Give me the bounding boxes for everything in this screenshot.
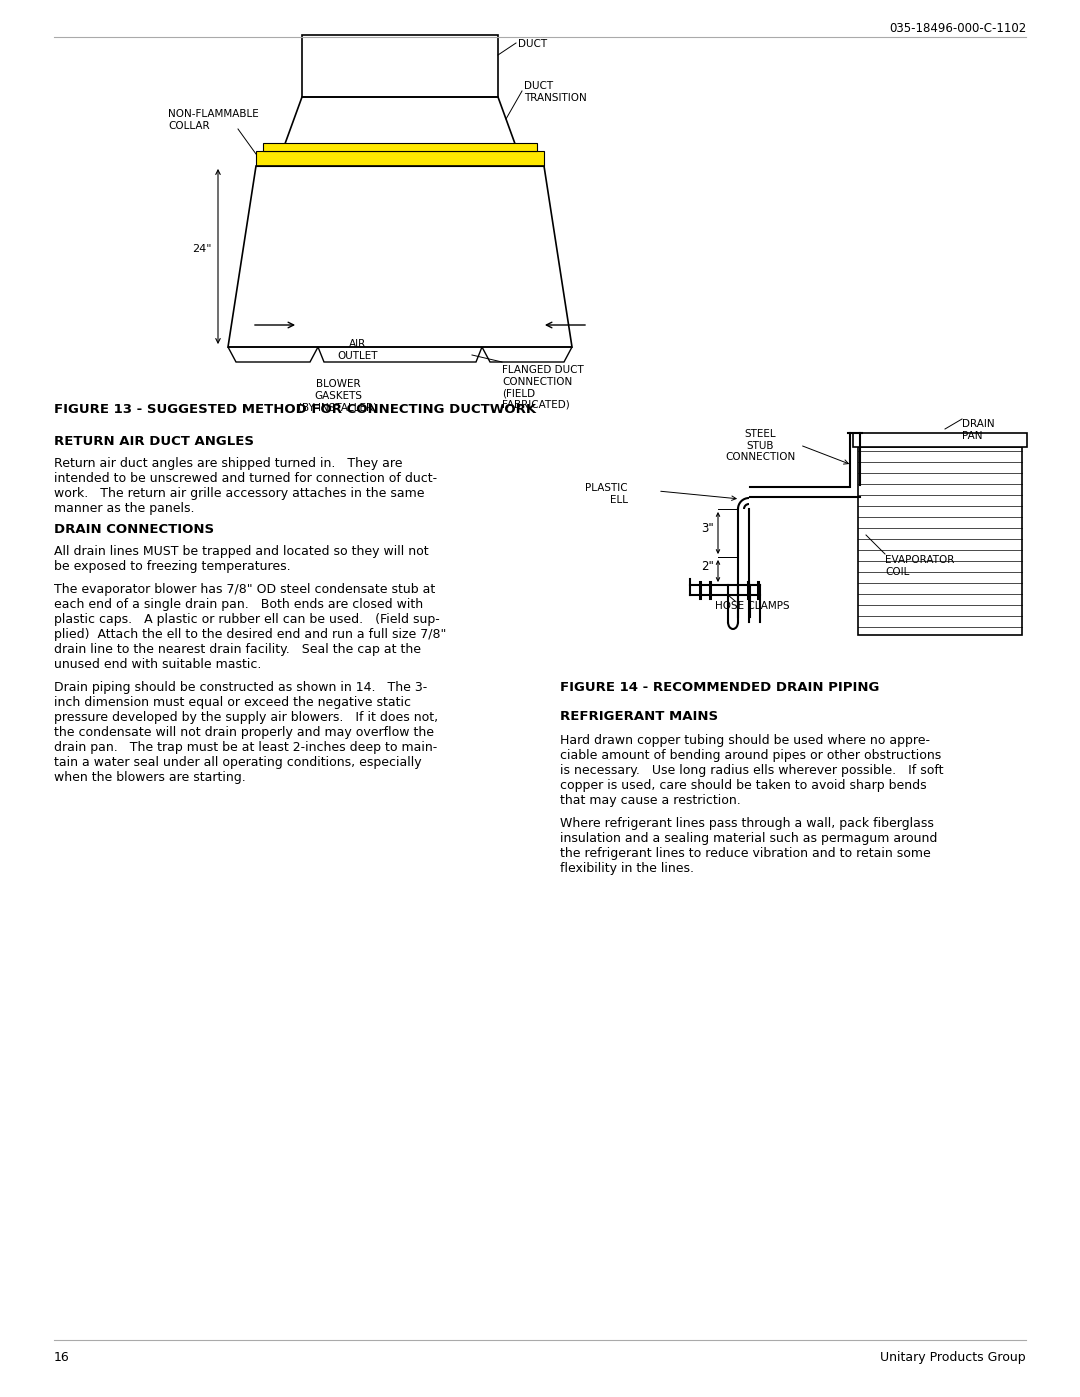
Text: STEEL
STUB
CONNECTION: STEEL STUB CONNECTION <box>725 429 795 462</box>
Text: The evaporator blower has 7/8" OD steel condensate stub at: The evaporator blower has 7/8" OD steel … <box>54 583 435 597</box>
Text: when the blowers are starting.: when the blowers are starting. <box>54 771 246 784</box>
Text: AIR
OUTLET: AIR OUTLET <box>338 339 378 360</box>
Polygon shape <box>264 142 537 151</box>
Text: Hard drawn copper tubing should be used where no appre-: Hard drawn copper tubing should be used … <box>561 733 930 747</box>
Text: plastic caps.   A plastic or rubber ell can be used.   (Field sup-: plastic caps. A plastic or rubber ell ca… <box>54 613 440 626</box>
Text: Unitary Products Group: Unitary Products Group <box>880 1351 1026 1363</box>
Text: FIGURE 14 - RECOMMENDED DRAIN PIPING: FIGURE 14 - RECOMMENDED DRAIN PIPING <box>561 680 879 694</box>
Text: ciable amount of bending around pipes or other obstructions: ciable amount of bending around pipes or… <box>561 749 942 761</box>
Text: be exposed to freezing temperatures.: be exposed to freezing temperatures. <box>54 560 291 573</box>
Text: FLANGED DUCT
CONNECTION
(FIELD
FABRICATED): FLANGED DUCT CONNECTION (FIELD FABRICATE… <box>502 365 584 409</box>
Text: 035-18496-000-C-1102: 035-18496-000-C-1102 <box>889 22 1026 35</box>
Polygon shape <box>256 151 544 166</box>
Text: All drain lines MUST be trapped and located so they will not: All drain lines MUST be trapped and loca… <box>54 545 429 557</box>
Text: pressure developed by the supply air blowers.   If it does not,: pressure developed by the supply air blo… <box>54 711 438 724</box>
Text: 16: 16 <box>54 1351 70 1363</box>
Text: drain pan.   The trap must be at least 2-inches deep to main-: drain pan. The trap must be at least 2-i… <box>54 740 437 754</box>
Text: Return air duct angles are shipped turned in.   They are: Return air duct angles are shipped turne… <box>54 457 403 469</box>
Text: 2": 2" <box>701 560 714 574</box>
Text: flexibility in the lines.: flexibility in the lines. <box>561 862 694 875</box>
Text: FIGURE 13 - SUGGESTED METHOD FOR CONNECTING DUCTWORK: FIGURE 13 - SUGGESTED METHOD FOR CONNECT… <box>54 402 536 416</box>
Text: inch dimension must equal or exceed the negative static: inch dimension must equal or exceed the … <box>54 696 411 710</box>
Text: the condensate will not drain properly and may overflow the: the condensate will not drain properly a… <box>54 726 434 739</box>
Text: Drain piping should be constructed as shown in 14.   The 3-: Drain piping should be constructed as sh… <box>54 680 428 694</box>
Text: work.   The return air grille accessory attaches in the same: work. The return air grille accessory at… <box>54 488 424 500</box>
Text: manner as the panels.: manner as the panels. <box>54 502 194 515</box>
Text: DUCT: DUCT <box>518 39 548 49</box>
Text: insulation and a sealing material such as permagum around: insulation and a sealing material such a… <box>561 833 937 845</box>
Text: copper is used, care should be taken to avoid sharp bends: copper is used, care should be taken to … <box>561 780 927 792</box>
Text: PLASTIC
ELL: PLASTIC ELL <box>585 483 627 504</box>
Text: REFRIGERANT MAINS: REFRIGERANT MAINS <box>561 710 718 724</box>
Text: DUCT
TRANSITION: DUCT TRANSITION <box>524 81 586 102</box>
Text: plied)  Attach the ell to the desired end and run a full size 7/8": plied) Attach the ell to the desired end… <box>54 629 446 641</box>
Text: the refrigerant lines to reduce vibration and to retain some: the refrigerant lines to reduce vibratio… <box>561 847 931 861</box>
Text: RETURN AIR DUCT ANGLES: RETURN AIR DUCT ANGLES <box>54 434 254 448</box>
Text: intended to be unscrewed and turned for connection of duct-: intended to be unscrewed and turned for … <box>54 472 437 485</box>
Text: DRAIN CONNECTIONS: DRAIN CONNECTIONS <box>54 522 214 536</box>
Text: drain line to the nearest drain facility.   Seal the cap at the: drain line to the nearest drain facility… <box>54 643 421 657</box>
Text: HOSE CLAMPS: HOSE CLAMPS <box>715 601 789 610</box>
Bar <box>858 447 1022 636</box>
Text: that may cause a restriction.: that may cause a restriction. <box>561 793 741 807</box>
Text: NON-FLAMMABLE
COLLAR: NON-FLAMMABLE COLLAR <box>168 109 259 130</box>
Text: Where refrigerant lines pass through a wall, pack fiberglass: Where refrigerant lines pass through a w… <box>561 817 934 830</box>
Text: DRAIN
PAN: DRAIN PAN <box>962 419 995 440</box>
Text: tain a water seal under all operating conditions, especially: tain a water seal under all operating co… <box>54 756 421 768</box>
Text: BLOWER
GASKETS
(BY INSTALLER): BLOWER GASKETS (BY INSTALLER) <box>298 379 378 412</box>
Text: unused end with suitable mastic.: unused end with suitable mastic. <box>54 658 261 671</box>
Text: each end of a single drain pan.   Both ends are closed with: each end of a single drain pan. Both end… <box>54 598 423 610</box>
Bar <box>853 433 1027 447</box>
Text: 3": 3" <box>701 522 714 535</box>
Text: 24": 24" <box>192 244 212 254</box>
Text: EVAPORATOR
COIL: EVAPORATOR COIL <box>885 555 955 577</box>
Text: is necessary.   Use long radius ells wherever possible.   If soft: is necessary. Use long radius ells where… <box>561 764 944 777</box>
